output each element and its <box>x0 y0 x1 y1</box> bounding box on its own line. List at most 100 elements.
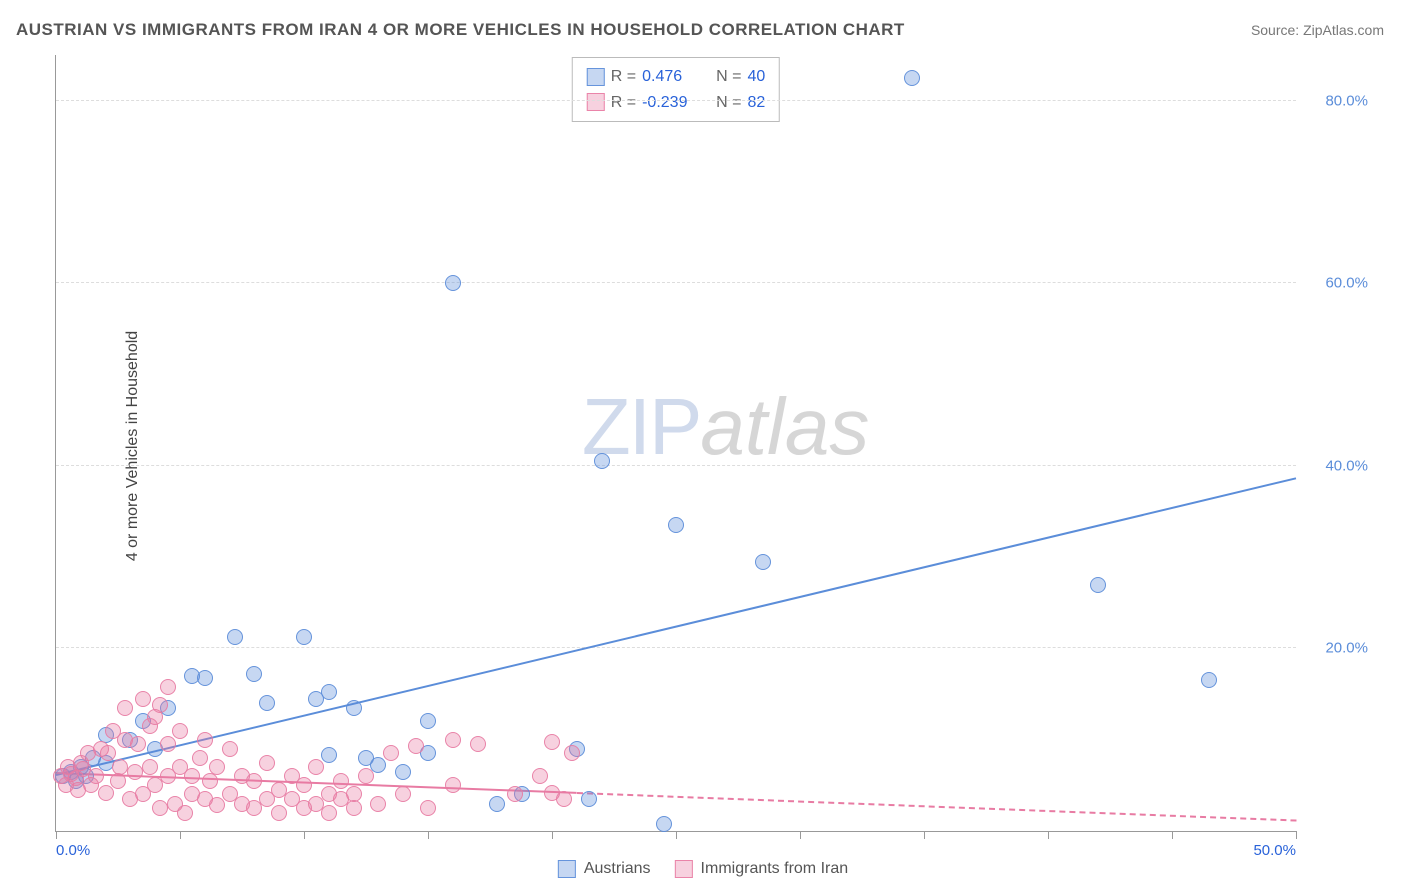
legend-label-iran: Immigrants from Iran <box>701 860 849 878</box>
x-tick-label: 50.0% <box>1253 842 1296 859</box>
x-tick <box>552 831 553 839</box>
watermark: ZIPatlas <box>582 381 869 473</box>
legend-item-iran: Immigrants from Iran <box>675 860 849 878</box>
data-point-iran <box>564 745 580 761</box>
data-point-iran <box>507 786 523 802</box>
data-point-austrians <box>904 70 920 86</box>
r-value-iran: -0.239 <box>642 90 710 116</box>
data-point-iran <box>470 736 486 752</box>
data-point-iran <box>222 741 238 757</box>
data-point-iran <box>98 785 114 801</box>
data-point-iran <box>321 805 337 821</box>
data-point-iran <box>192 750 208 766</box>
x-tick <box>304 831 305 839</box>
y-tick-label: 20.0% <box>1325 640 1368 657</box>
gridline <box>56 100 1296 101</box>
data-point-austrians <box>370 757 386 773</box>
r-label: R = <box>611 90 636 116</box>
data-point-iran <box>445 777 461 793</box>
data-point-austrians <box>227 629 243 645</box>
x-tick <box>800 831 801 839</box>
data-point-iran <box>127 764 143 780</box>
legend-swatch-austrians <box>587 68 605 86</box>
data-point-iran <box>100 745 116 761</box>
legend-swatch-iran <box>587 93 605 111</box>
r-label: R = <box>611 64 636 90</box>
data-point-austrians <box>321 684 337 700</box>
data-point-iran <box>135 691 151 707</box>
x-tick <box>1296 831 1297 839</box>
data-point-austrians <box>296 629 312 645</box>
n-value-iran: 82 <box>747 90 765 116</box>
x-tick <box>180 831 181 839</box>
data-point-iran <box>333 773 349 789</box>
data-point-iran <box>152 697 168 713</box>
data-point-iran <box>172 723 188 739</box>
stats-row-iran: R = -0.239 N = 82 <box>587 90 765 116</box>
data-point-iran <box>177 805 193 821</box>
data-point-iran <box>110 773 126 789</box>
data-point-iran <box>544 734 560 750</box>
r-value-austrians: 0.476 <box>642 64 710 90</box>
data-point-iran <box>445 732 461 748</box>
x-tick <box>428 831 429 839</box>
data-point-iran <box>346 800 362 816</box>
data-point-iran <box>160 679 176 695</box>
y-tick-label: 60.0% <box>1325 275 1368 292</box>
data-point-iran <box>271 805 287 821</box>
n-label: N = <box>716 90 741 116</box>
data-point-iran <box>556 791 572 807</box>
data-point-iran <box>395 786 411 802</box>
data-point-iran <box>202 773 218 789</box>
y-tick-label: 80.0% <box>1325 92 1368 109</box>
legend-swatch-iran <box>675 860 693 878</box>
data-point-iran <box>197 732 213 748</box>
data-point-iran <box>130 736 146 752</box>
data-point-austrians <box>246 666 262 682</box>
n-label: N = <box>716 64 741 90</box>
data-point-austrians <box>321 747 337 763</box>
legend-item-austrians: Austrians <box>558 860 651 878</box>
source-attribution: Source: ZipAtlas.com <box>1251 22 1384 38</box>
data-point-austrians <box>594 453 610 469</box>
data-point-austrians <box>420 713 436 729</box>
y-tick-label: 40.0% <box>1325 457 1368 474</box>
data-point-austrians <box>445 275 461 291</box>
data-point-iran <box>152 800 168 816</box>
data-point-austrians <box>259 695 275 711</box>
data-point-iran <box>532 768 548 784</box>
data-point-austrians <box>668 517 684 533</box>
data-point-austrians <box>489 796 505 812</box>
data-point-austrians <box>1090 577 1106 593</box>
data-point-austrians <box>346 700 362 716</box>
data-point-austrians <box>1201 672 1217 688</box>
data-point-iran <box>259 755 275 771</box>
gridline <box>56 465 1296 466</box>
stats-row-austrians: R = 0.476 N = 40 <box>587 64 765 90</box>
x-tick <box>56 831 57 839</box>
data-point-austrians <box>656 816 672 832</box>
legend-swatch-austrians <box>558 860 576 878</box>
scatter-plot-area: ZIPatlas R = 0.476 N = 40 R = -0.239 N =… <box>55 55 1296 832</box>
n-value-austrians: 40 <box>747 64 765 90</box>
correlation-stats-box: R = 0.476 N = 40 R = -0.239 N = 82 <box>572 57 780 122</box>
data-point-iran <box>112 759 128 775</box>
data-point-iran <box>117 700 133 716</box>
x-tick <box>676 831 677 839</box>
data-point-iran <box>358 768 374 784</box>
x-tick <box>1172 831 1173 839</box>
data-point-iran <box>408 738 424 754</box>
data-point-iran <box>160 736 176 752</box>
x-tick <box>924 831 925 839</box>
data-point-iran <box>383 745 399 761</box>
data-point-austrians <box>197 670 213 686</box>
data-point-iran <box>209 759 225 775</box>
chart-title: AUSTRIAN VS IMMIGRANTS FROM IRAN 4 OR MO… <box>16 20 905 40</box>
data-point-austrians <box>755 554 771 570</box>
data-point-iran <box>308 759 324 775</box>
data-point-iran <box>296 777 312 793</box>
trend-line-dashed-iran <box>577 792 1296 822</box>
data-point-iran <box>420 800 436 816</box>
x-tick-label: 0.0% <box>56 842 90 859</box>
x-tick <box>1048 831 1049 839</box>
